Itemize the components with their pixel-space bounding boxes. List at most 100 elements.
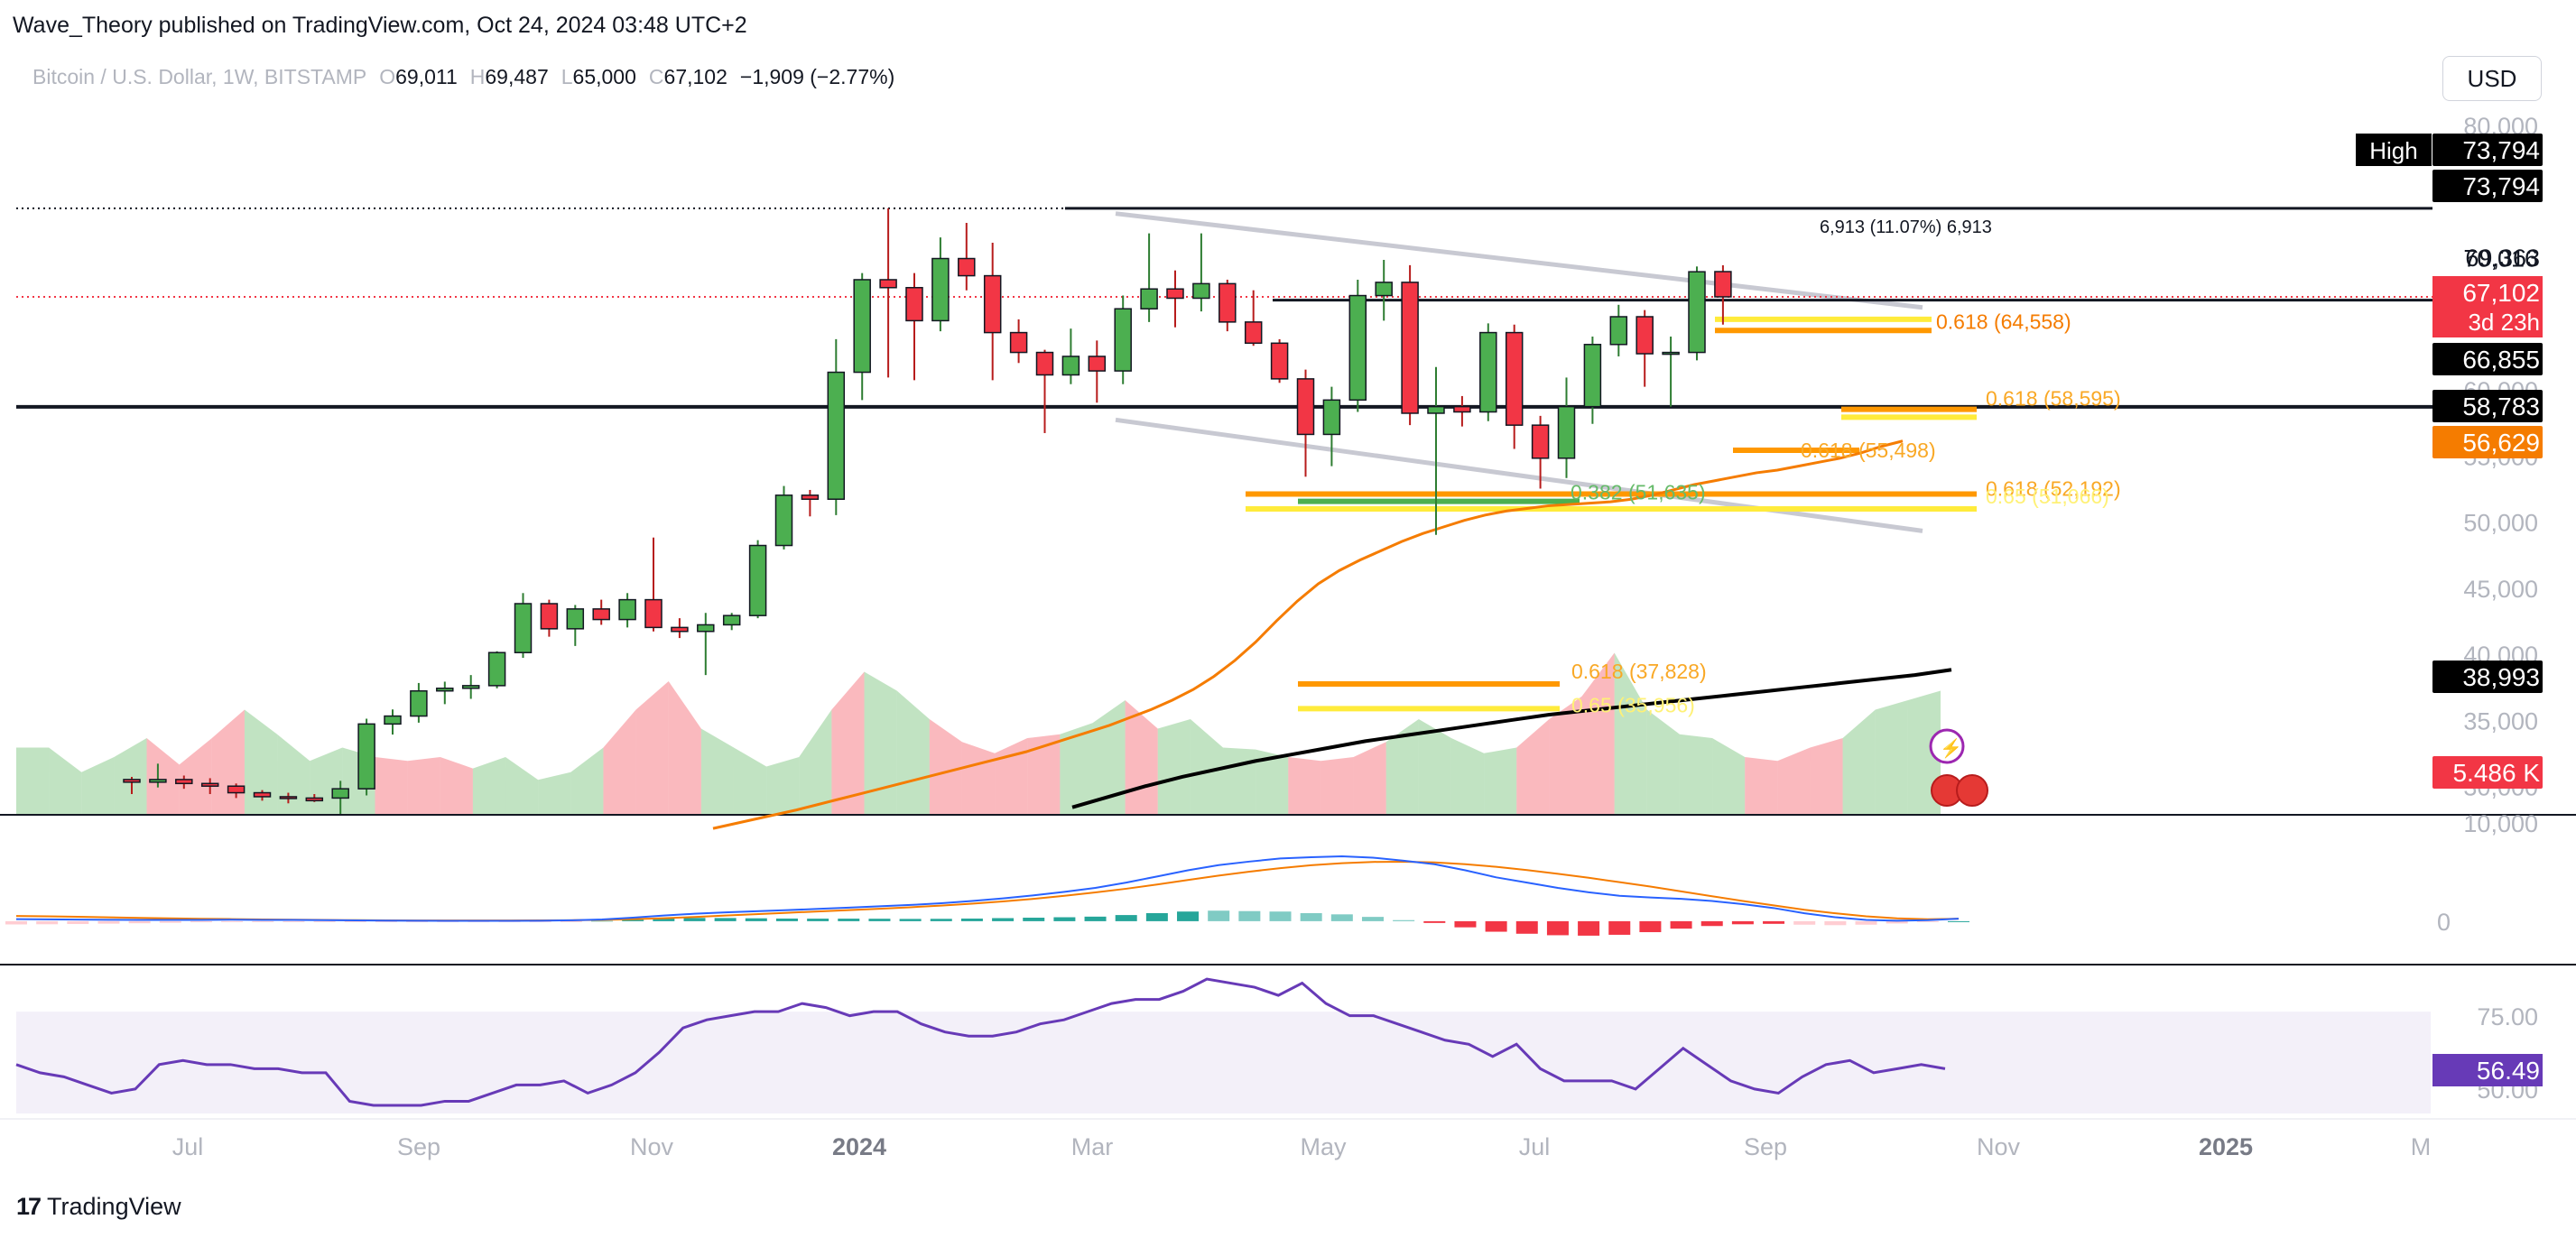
candle-body — [1009, 331, 1028, 354]
ath-price-badge-text: 73,794 — [2462, 172, 2540, 200]
candle-body — [1609, 316, 1628, 346]
volume-area-segment — [505, 757, 539, 814]
candle-body — [801, 494, 820, 500]
macd-histogram-bar — [1700, 920, 1723, 927]
time-axis-tick: Nov — [1977, 1133, 2021, 1160]
volume-area-segment — [570, 747, 604, 814]
volume-area-segment — [1288, 757, 1321, 814]
resistance-price-badge-text: 66,855 — [2462, 346, 2540, 374]
macd-histogram-bar — [899, 919, 922, 921]
time-axis-tick: May — [1300, 1133, 1347, 1160]
macd-histogram-bar — [1084, 916, 1107, 921]
candle-body — [436, 688, 454, 692]
volume-area-segment — [961, 742, 996, 814]
volume-area-segment — [700, 728, 734, 814]
macd-histogram-bar — [283, 920, 305, 922]
macd-histogram-bar — [1639, 920, 1662, 933]
candle-body — [748, 544, 767, 616]
volume-area-segment — [538, 771, 571, 814]
candle-body — [487, 651, 506, 687]
macd-histogram-bar — [159, 920, 181, 923]
high-tag-text: High — [2369, 137, 2417, 164]
low-value: 65,000 — [572, 65, 636, 88]
macd-histogram-bar — [1855, 920, 1877, 925]
volume-area-segment — [864, 671, 897, 814]
macd-histogram-bar — [313, 920, 336, 922]
volume-area-segment — [733, 747, 767, 814]
candle-body — [1583, 344, 1602, 408]
high-price-badge-text: 73,794 — [2462, 136, 2540, 164]
candle-body — [879, 279, 897, 289]
macd-histogram-bar — [1886, 920, 1908, 924]
time-axis-tick: Jul — [1519, 1133, 1551, 1160]
macd-histogram-bar — [1578, 920, 1600, 936]
candle-body — [671, 626, 689, 633]
candle-body — [1427, 405, 1445, 414]
candle-body — [697, 624, 715, 633]
volume-area-segment — [179, 738, 212, 814]
candle-body — [1453, 405, 1471, 413]
volume-layer — [16, 652, 1941, 814]
macd-histogram-bar — [1608, 920, 1631, 935]
volume-area-segment — [310, 747, 343, 814]
price-axis-tick: 35,000 — [2463, 707, 2538, 734]
low-label: L — [561, 65, 573, 88]
candle-body — [1114, 308, 1132, 372]
macd-histogram-bar — [868, 919, 891, 921]
rsi-value-badge — [2432, 1054, 2543, 1086]
time-axis-tick: 2025 — [2199, 1133, 2253, 1160]
macd-histogram-bar — [1454, 920, 1477, 928]
candle-body — [175, 779, 193, 785]
volume-area-segment — [831, 671, 865, 814]
candle-body — [958, 257, 976, 277]
macd-axis-tick: 0 — [2437, 909, 2451, 936]
macd-histogram-bar — [1393, 919, 1415, 921]
macd-histogram-bar — [1485, 920, 1507, 932]
macd-histogram-bar — [375, 920, 397, 922]
volume-area-segment — [799, 709, 832, 814]
time-axis-tick: Jul — [172, 1133, 204, 1160]
fib-level-label: 0.382 (51,635) — [1571, 481, 1706, 504]
macd-histogram-bar — [960, 918, 983, 921]
publisher-header: Wave_Theory published on TradingView.com… — [13, 13, 747, 38]
volume-area-segment — [929, 719, 962, 814]
currency-selector[interactable]: USD — [2442, 56, 2542, 101]
volume-area-segment — [603, 709, 636, 814]
macd-histogram-bar — [683, 918, 706, 921]
candle-body — [722, 614, 741, 626]
candle-body — [1088, 356, 1107, 372]
macd-histogram-bar — [36, 920, 59, 925]
candle-body — [853, 279, 871, 374]
macd-histogram-bar — [1145, 912, 1168, 921]
macd-signal-line — [15, 861, 1960, 922]
candle-body — [279, 796, 298, 799]
candle-body — [1244, 321, 1263, 345]
volume-area-segment — [1810, 738, 1843, 814]
fib-level-label: 0.65 (51,066) — [1986, 485, 2109, 508]
macd-histogram-bar — [745, 918, 767, 921]
us-flag-event-icon — [1956, 774, 1988, 807]
rsi-band — [16, 1012, 2431, 1113]
candle-body — [384, 715, 402, 725]
macd-histogram-bar — [1053, 917, 1076, 921]
symbol-name[interactable]: Bitcoin / U.S. Dollar, 1W, BITSTAMP — [32, 65, 367, 88]
candle-body — [618, 598, 636, 621]
candle-body — [253, 791, 272, 798]
macd-histogram-bar — [775, 918, 798, 921]
candle-body — [227, 785, 246, 794]
candle-body — [1219, 282, 1237, 323]
volume-area-segment — [81, 757, 115, 814]
volume-area-segment — [1679, 734, 1713, 814]
rsi-axis-tick: 75.00 — [2477, 1003, 2538, 1030]
volume-area-segment — [896, 690, 930, 814]
candle-body — [1714, 271, 1732, 298]
candle-body — [1270, 342, 1289, 380]
candle-body — [305, 797, 324, 802]
candle-body — [540, 603, 559, 630]
macd-histogram-bar — [190, 920, 212, 923]
candle-body — [983, 274, 1002, 334]
candle-body — [200, 782, 219, 787]
time-axis-tick: Mar — [1071, 1133, 1114, 1160]
ma50-price-badge-text: 56,629 — [2462, 429, 2540, 457]
